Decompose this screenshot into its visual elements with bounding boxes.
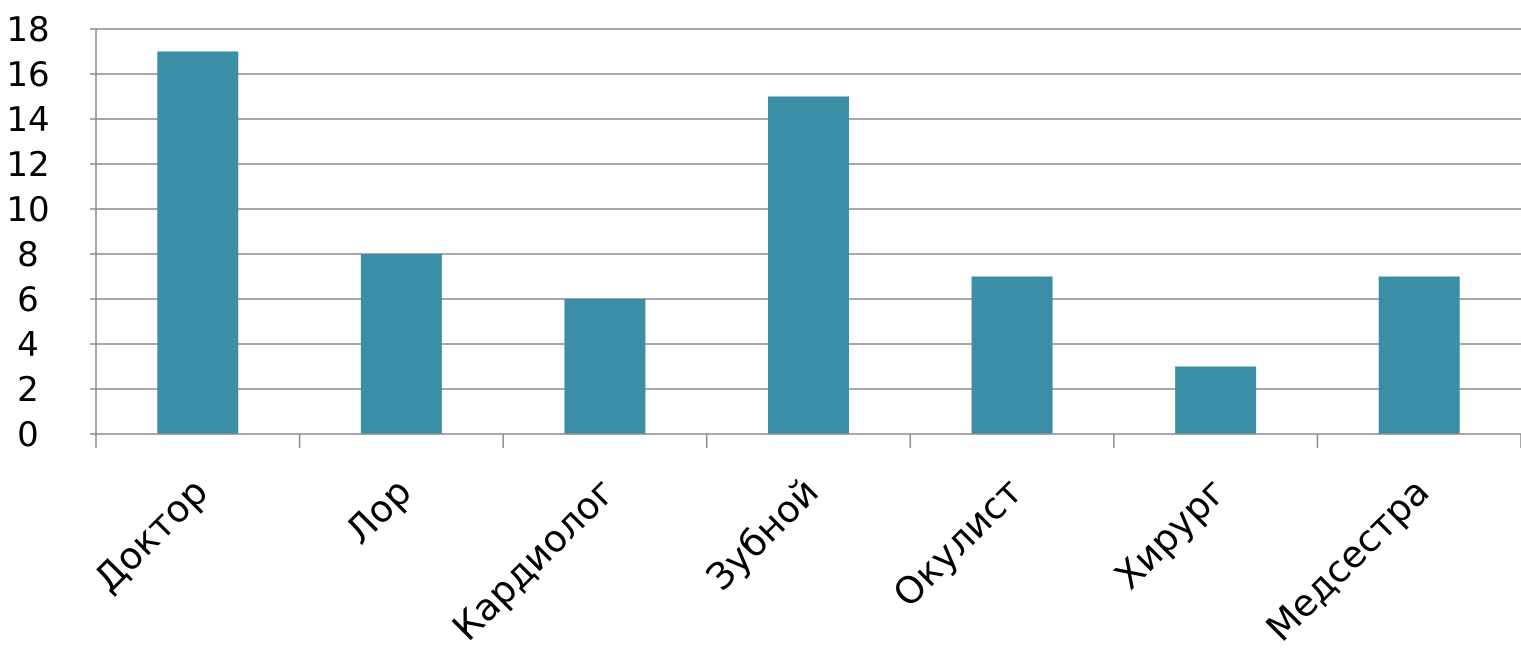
bar-2	[564, 299, 646, 434]
y-tick-label: 4	[17, 325, 39, 365]
y-tick-labels: 0 2 4 6 8 10 12 14 16 18	[6, 10, 49, 455]
bar-3	[768, 96, 849, 434]
y-tick-label: 12	[6, 145, 49, 185]
y-tick-label: 18	[6, 10, 49, 50]
bar-0	[157, 51, 239, 434]
y-tick-label: 8	[17, 235, 39, 275]
x-tick-label: Медсестра	[1258, 470, 1438, 650]
y-tick-label: 14	[6, 100, 49, 140]
y-tick-label: 2	[17, 370, 39, 410]
x-tick-label: Окулист	[885, 470, 1031, 616]
y-tick-label: 16	[6, 55, 49, 95]
y-tick-label: 10	[6, 190, 49, 230]
y-tick-label: 0	[17, 415, 39, 455]
bar-5	[1175, 366, 1257, 434]
x-tick-labels: Доктор Лор Кардиолог Зубной Окулист Хирург Мед…	[86, 470, 1438, 650]
bar-6	[1378, 276, 1460, 434]
x-tick-label: Хирург	[1106, 470, 1234, 598]
bar-4	[971, 276, 1053, 434]
x-tick-label: Лор	[337, 470, 420, 553]
x-tick-label: Зубной	[698, 470, 827, 599]
y-tick-label: 6	[17, 280, 39, 320]
bars	[157, 51, 1460, 434]
axes	[90, 28, 1521, 448]
x-tick-label: Кардиолог	[444, 470, 623, 649]
bar-1	[360, 254, 442, 434]
x-tick-label: Доктор	[86, 470, 217, 601]
